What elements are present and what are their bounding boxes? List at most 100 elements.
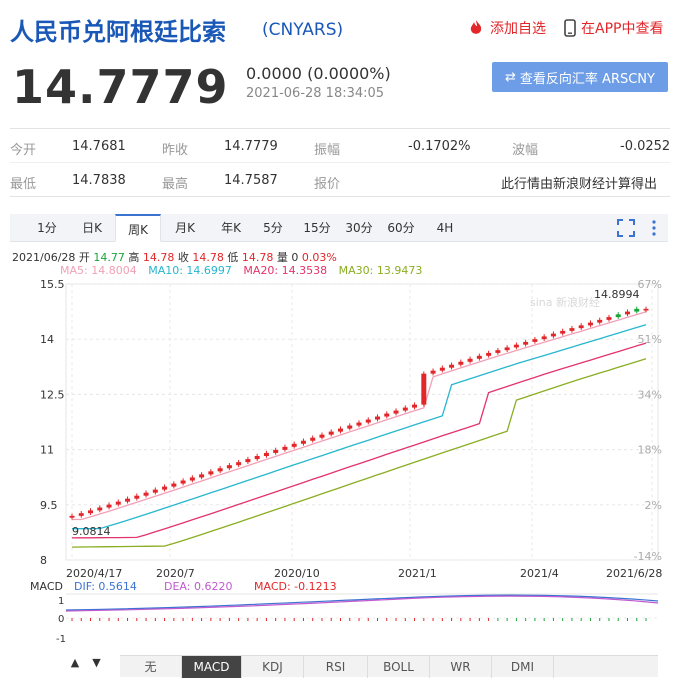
amplitude-label: 振幅 (314, 143, 341, 158)
macd-dif-line (65, 594, 659, 611)
candle-body (513, 344, 519, 348)
candle-body (300, 440, 306, 444)
candle-body (560, 330, 566, 334)
tab-30min[interactable]: 30分 (345, 221, 373, 235)
tab-kdj[interactable]: KDJ (242, 656, 304, 678)
pct-axis-labels: 67% 51% 34% 18% 2% -14% (634, 278, 662, 563)
tab-daily[interactable]: 日K (82, 221, 102, 235)
price-change: 0.0000 (0.0000%) (246, 64, 391, 83)
candle-body (439, 367, 445, 371)
candle-body (550, 333, 556, 337)
quote-source-value: 此行情由新浪财经计算得出 (501, 177, 658, 192)
candle-body (495, 350, 501, 353)
ma20-label: MA20: 14.3538 (243, 264, 328, 277)
candle-body (199, 474, 205, 478)
ticker-vol: 0 (291, 251, 299, 264)
candle-body (106, 504, 112, 508)
x-tick-label: 2021/4 (520, 567, 559, 580)
candle-body (430, 370, 436, 374)
candle-body (319, 434, 325, 438)
quote-row-1: 今开 14.7681 昨收 14.7779 振幅 -0.1702% 波幅 -0.… (10, 129, 670, 163)
tab-rsi[interactable]: RSI (304, 656, 368, 678)
y-tick-label: 9.5 (40, 499, 58, 512)
ma5-label: MA5: 14.8004 (60, 264, 137, 277)
quote-table: 今开 14.7681 昨收 14.7779 振幅 -0.1702% 波幅 -0.… (10, 128, 670, 197)
arrow-up-icon[interactable]: ▲ (70, 656, 80, 669)
ohlc-ticker: 2021/06/28 开 14.77 高 14.78 收 14.78 低 14.… (12, 249, 337, 265)
y-tick-label: 11 (40, 444, 54, 457)
watermark: sina 新浪财经 (530, 295, 600, 309)
macd-value: MACD: -0.1213 (254, 580, 337, 593)
candle-body (115, 501, 121, 505)
tab-60min[interactable]: 60分 (387, 221, 415, 235)
candle-body (88, 510, 94, 514)
tab-monthly[interactable]: 月K (175, 221, 195, 235)
candle-body (310, 437, 316, 441)
candle-body (162, 486, 168, 490)
candle-body (69, 515, 75, 518)
tab-yearly[interactable]: 年K (221, 221, 241, 235)
more-icon[interactable] (650, 219, 658, 237)
prev-close-value: 14.7779 (224, 139, 278, 154)
open-label: 今开 (10, 143, 37, 158)
y-tick-label: 14 (40, 333, 54, 346)
chart-grid (65, 283, 659, 561)
candle-body (291, 443, 297, 447)
candle-body (393, 410, 399, 414)
candle-body (402, 407, 408, 411)
candle-body (152, 489, 158, 493)
high-value: 14.7587 (224, 173, 278, 188)
app-view-label: 在APP中查看 (581, 21, 664, 37)
range-label: 波幅 (512, 143, 539, 158)
add-watch-button[interactable]: 添加自选 (466, 18, 546, 38)
tab-15min[interactable]: 15分 (303, 221, 331, 235)
amplitude-value: -0.1702% (408, 139, 471, 154)
tab-none[interactable]: 无 (120, 656, 182, 678)
macd-tick-0: 0 (58, 614, 64, 625)
reverse-rate-label: 查看反向汇率 ARSCNY (519, 71, 655, 87)
candle-body (226, 465, 232, 469)
add-watch-label: 添加自选 (490, 21, 546, 37)
tab-1min[interactable]: 1分 (37, 221, 57, 235)
quote-time: 2021-06-28 18:34:05 (246, 86, 385, 101)
tab-weekly[interactable]: 周K (115, 214, 161, 242)
x-axis-labels: 2020/4/17 2020/7 2020/10 2021/1 2021/4 2021/6… (66, 567, 662, 580)
flame-icon (470, 20, 482, 34)
nav-arrows: ▲ ▼ (66, 656, 106, 669)
candle-body (587, 322, 593, 326)
ma-legend: MA5: 14.8004 MA10: 14.6997 MA20: 14.3538… (60, 264, 430, 277)
tab-4h[interactable]: 4H (436, 221, 454, 235)
pct-tick-label: 34% (638, 388, 662, 401)
y-tick-label: 8 (40, 554, 47, 567)
candle-body (606, 317, 612, 320)
prev-close-label: 昨收 (162, 143, 189, 158)
indicator-tabs: 无 MACD KDJ RSI BOLL WR DMI (120, 655, 658, 678)
macd-tick-1: 1 (58, 596, 64, 607)
app-view-link[interactable]: 在APP中查看 (563, 18, 663, 38)
period-tabs: 1分 日K 周K 月K 年K 5分 15分 30分 60分 4H (10, 214, 668, 242)
y-tick-label: 15.5 (40, 278, 65, 291)
candle-body (467, 358, 473, 362)
candle-body (273, 449, 279, 453)
candle-body (532, 339, 538, 342)
kline-chart[interactable]: sina 新浪财经 15.5 14 12.5 11 9.5 8 67% 51% 34% 18% 2… (0, 276, 678, 656)
candle-body (282, 446, 288, 450)
ticker-close: 14.78 (192, 251, 224, 264)
tab-boll[interactable]: BOLL (368, 656, 430, 678)
candle-body (421, 373, 427, 405)
candle-body (384, 413, 390, 417)
arrow-down-icon[interactable]: ▼ (92, 656, 101, 669)
reverse-rate-button[interactable]: ⇄ 查看反向汇率 ARSCNY (492, 62, 668, 92)
tab-macd[interactable]: MACD (182, 656, 242, 678)
candle-body (569, 328, 575, 331)
ma-line-2 (71, 342, 647, 539)
phone-icon (564, 19, 576, 37)
tab-wr[interactable]: WR (430, 656, 492, 678)
tab-5min[interactable]: 5分 (263, 221, 283, 235)
tab-dmi[interactable]: DMI (492, 656, 554, 678)
high-label: 最高 (162, 177, 189, 192)
fullscreen-icon[interactable] (617, 219, 635, 237)
header: 人民币兑阿根廷比索 (CNYARS) 添加自选 在APP中查看 (0, 0, 678, 48)
candle-body (615, 314, 621, 318)
max-label: 14.8994 (594, 288, 640, 301)
